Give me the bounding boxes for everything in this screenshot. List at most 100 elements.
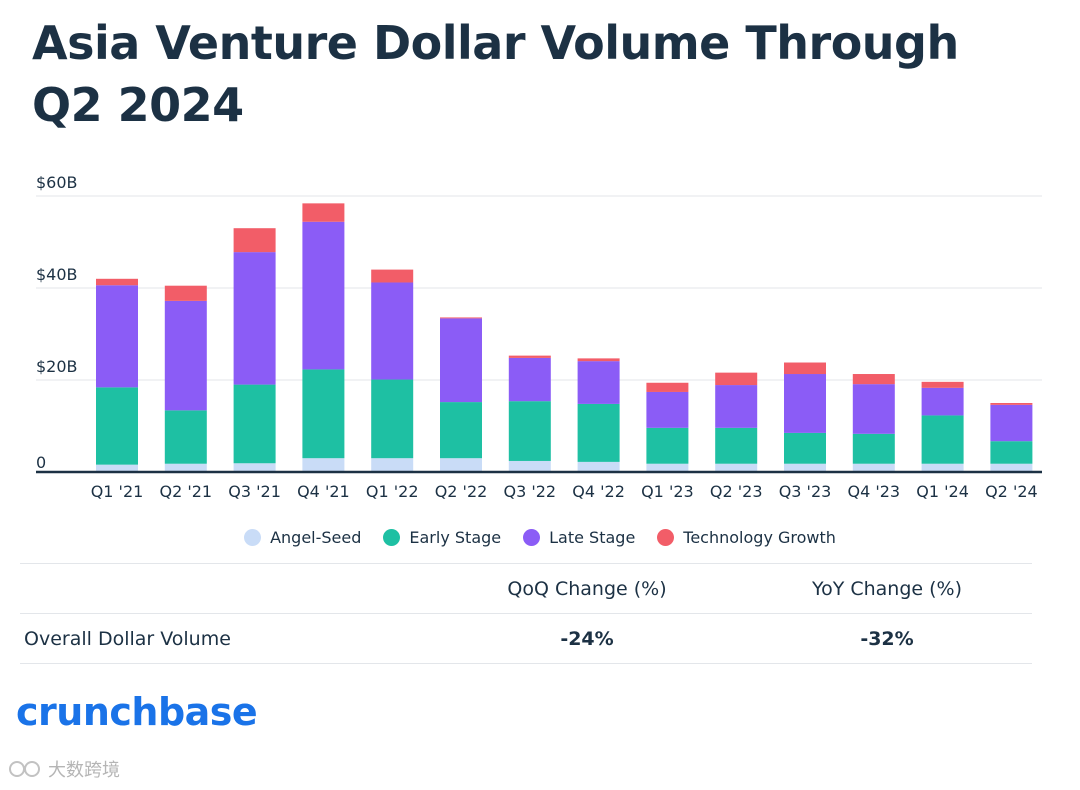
x-tick-label: Q2 '24 xyxy=(985,482,1038,501)
bar-segment-angel-seed xyxy=(990,463,1033,472)
bar-segment-late-stage xyxy=(233,252,276,385)
bar-segment-late-stage xyxy=(440,318,482,403)
bar-segment-early-stage xyxy=(440,402,482,459)
legend-label: Early Stage xyxy=(409,528,502,547)
bar-segment-late-stage xyxy=(577,361,620,404)
bar-segment-early-stage xyxy=(233,384,276,464)
bar-segment-angel-seed xyxy=(302,458,345,472)
bar-segment-late-stage xyxy=(508,357,551,402)
bar-segment-early-stage xyxy=(715,427,758,464)
bar-segment-technology-growth xyxy=(990,403,1033,405)
x-tick-label: Q2 '23 xyxy=(710,482,763,501)
bar-segment-angel-seed xyxy=(715,463,758,472)
bar-segment-angel-seed xyxy=(577,461,620,472)
bar-segment-angel-seed xyxy=(233,463,276,472)
bar-segment-technology-growth xyxy=(233,228,276,253)
bar-segment-late-stage xyxy=(990,404,1033,442)
bar-segment-late-stage xyxy=(715,385,758,428)
bar-segment-angel-seed xyxy=(646,463,689,472)
bar-segment-early-stage xyxy=(646,427,689,464)
summary-data-row: Overall Dollar Volume -24% -32% xyxy=(20,613,1032,664)
x-tick-label: Q1 '22 xyxy=(366,482,419,501)
x-tick-label: Q2 '21 xyxy=(159,482,212,501)
bar-segment-late-stage xyxy=(784,374,826,433)
bar-segment-technology-growth xyxy=(715,372,758,386)
legend-swatch-technology-growth xyxy=(657,529,675,546)
y-tick-label: $40B xyxy=(36,265,78,284)
bar-segment-technology-growth xyxy=(852,374,895,385)
crunchbase-logo: crunchbase xyxy=(16,690,258,734)
bar-segment-angel-seed xyxy=(921,463,964,472)
bar-segment-late-stage xyxy=(921,387,964,416)
legend-label: Late Stage xyxy=(549,528,636,547)
bar-segment-technology-growth xyxy=(96,278,138,286)
y-tick-label: $60B xyxy=(36,173,78,192)
bar-segment-technology-growth xyxy=(371,269,414,283)
bar-segment-early-stage xyxy=(577,403,620,462)
bar-segment-technology-growth xyxy=(577,358,620,362)
watermark-text: 大数跨境 xyxy=(48,760,120,781)
bar-segment-late-stage xyxy=(646,391,689,428)
legend-item-late-stage: Late Stage xyxy=(523,528,635,547)
yoy-header: YoY Change (%) xyxy=(811,577,962,600)
bar-segment-late-stage xyxy=(164,300,207,411)
y-tick-label: $20B xyxy=(36,357,78,376)
x-tick-label: Q1 '23 xyxy=(641,482,694,501)
bar-segment-late-stage xyxy=(96,285,138,388)
yoy-value: -32% xyxy=(860,627,914,650)
watermark-icon xyxy=(9,761,40,777)
x-tick-label: Q4 '21 xyxy=(297,482,350,501)
bar-segment-early-stage xyxy=(508,401,551,461)
bar-segment-early-stage xyxy=(921,415,964,464)
chart-legend: Angel-Seed Early Stage Late Stage Techno… xyxy=(0,528,1080,547)
legend-label: Angel-Seed xyxy=(270,528,362,547)
chart-title: Asia Venture Dollar Volume Through Q2 20… xyxy=(32,16,959,132)
bar-segment-early-stage xyxy=(784,432,826,464)
bar-segment-angel-seed xyxy=(852,463,895,472)
x-tick-label: Q1 '21 xyxy=(91,482,144,501)
x-tick-label: Q1 '24 xyxy=(916,482,969,501)
bar-segment-angel-seed xyxy=(96,464,138,472)
bar-segment-early-stage xyxy=(302,369,345,459)
legend-swatch-early-stage xyxy=(383,529,401,546)
x-tick-label: Q2 '22 xyxy=(435,482,488,501)
bar-segment-technology-growth xyxy=(164,285,207,301)
bar-segment-late-stage xyxy=(302,221,345,370)
summary-header-row: QoQ Change (%) YoY Change (%) xyxy=(20,563,1032,613)
x-tick-label: Q3 '23 xyxy=(779,482,832,501)
bar-segment-technology-growth xyxy=(646,382,689,392)
x-tick-label: Q4 '22 xyxy=(572,482,625,501)
bar-segment-late-stage xyxy=(852,384,895,434)
bar-segment-angel-seed xyxy=(440,458,482,472)
bar-segment-angel-seed xyxy=(784,463,826,472)
y-tick-label: 0 xyxy=(36,453,46,472)
x-tick-label: Q3 '21 xyxy=(228,482,281,501)
bar-segment-late-stage xyxy=(371,282,414,380)
row-label: Overall Dollar Volume xyxy=(24,627,231,650)
bar-segment-early-stage xyxy=(164,410,207,464)
watermark: 大数跨境 xyxy=(8,756,120,782)
x-tick-label: Q4 '23 xyxy=(847,482,900,501)
legend-item-angel-seed: Angel-Seed xyxy=(244,528,361,547)
bar-segment-technology-growth xyxy=(508,355,551,358)
bar-segment-early-stage xyxy=(96,387,138,465)
bar-segment-angel-seed xyxy=(508,460,551,472)
bar-segment-technology-growth xyxy=(784,362,826,375)
bar-segment-early-stage xyxy=(371,379,414,459)
qoq-value: -24% xyxy=(560,627,614,650)
bar-segment-early-stage xyxy=(852,433,895,464)
bar-segment-technology-growth xyxy=(302,203,345,222)
x-tick-label: Q3 '22 xyxy=(503,482,556,501)
summary-table: QoQ Change (%) YoY Change (%) Overall Do… xyxy=(20,563,1032,664)
qoq-header: QoQ Change (%) xyxy=(507,577,667,600)
legend-swatch-angel-seed xyxy=(244,529,262,546)
bar-segment-angel-seed xyxy=(371,458,414,472)
bar-segment-technology-growth xyxy=(921,381,964,388)
bar-segment-technology-growth xyxy=(440,317,482,319)
bar-segment-angel-seed xyxy=(164,463,207,472)
bar-segment-early-stage xyxy=(990,441,1033,464)
legend-item-technology-growth: Technology Growth xyxy=(657,528,836,547)
legend-label: Technology Growth xyxy=(683,528,836,547)
stacked-bar-chart: 0 $20B $40B $60B Q1 '21 Q2 '21 Q3 '21 Q4 '21 Q1 … xyxy=(36,173,1042,501)
legend-swatch-late-stage xyxy=(523,529,541,546)
